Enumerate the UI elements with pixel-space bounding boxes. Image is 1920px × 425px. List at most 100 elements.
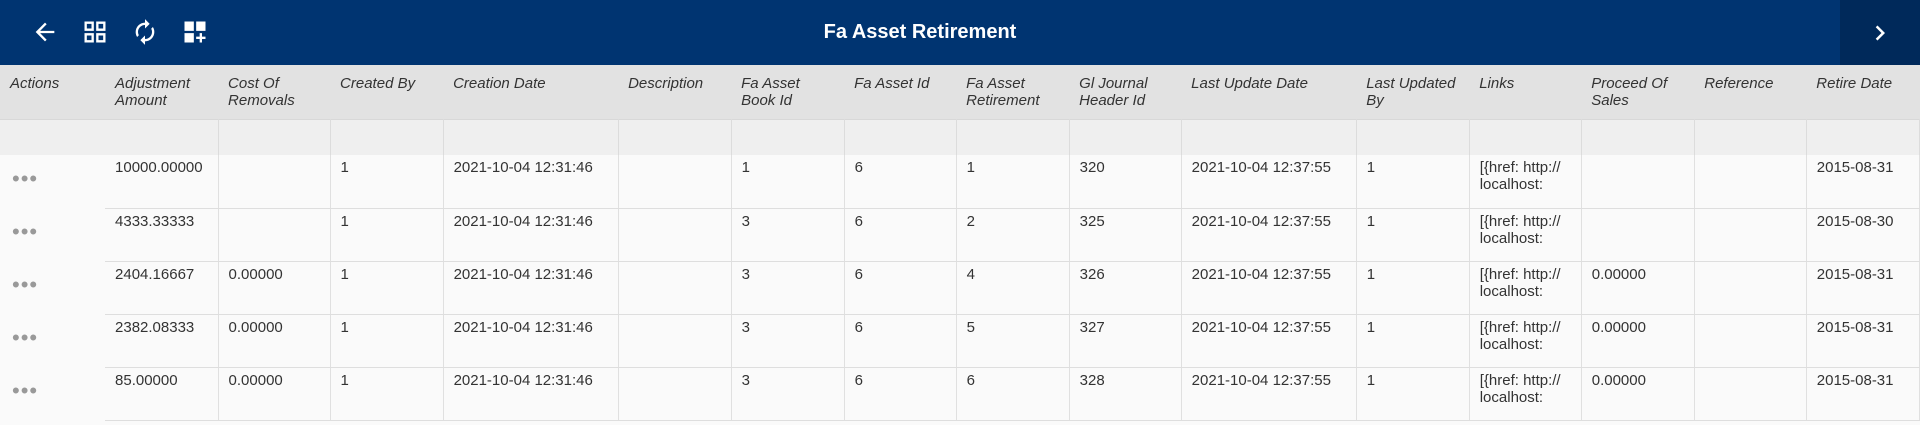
table-cell: 5 — [956, 314, 1070, 368]
column-header[interactable]: Creation Date — [443, 65, 619, 119]
filter-cell[interactable] — [956, 118, 1070, 155]
table-cell: 2015-08-30 — [1806, 208, 1920, 262]
more-actions-icon[interactable]: ••• — [12, 272, 39, 297]
table-cell — [618, 261, 732, 315]
filter-cell[interactable] — [1069, 118, 1182, 155]
table-cell: [{href: http:// localhost: — [1469, 155, 1582, 209]
table-row[interactable]: ••• 4333.33333 1 2021-10-04 12:31:46 3 6 2 325 2… — [0, 208, 1920, 262]
filter-cell[interactable] — [1181, 118, 1357, 155]
table-row[interactable]: ••• 2382.08333 0.00000 1 2021-10-04 12:31:46… — [0, 314, 1920, 368]
column-header[interactable]: Actions — [0, 65, 106, 119]
table-cell: 2015-08-31 — [1806, 155, 1920, 209]
filter-cell[interactable] — [443, 118, 619, 155]
table-cell — [218, 155, 331, 209]
back-button[interactable] — [25, 12, 65, 52]
filter-cell[interactable] — [330, 118, 444, 155]
add-widget-icon — [184, 21, 206, 43]
table-cell: 2021-10-04 12:37:55 — [1181, 367, 1357, 421]
table-cell: 2404.16667 — [105, 261, 219, 315]
table-cell: [{href: http:// localhost: — [1469, 367, 1582, 421]
column-header[interactable]: Fa Asset Id — [844, 65, 957, 119]
table-cell: 3 — [731, 314, 845, 368]
more-actions-icon[interactable]: ••• — [12, 325, 39, 350]
data-grid: Actions Adjustment Amount Cost Of Removals… — [0, 65, 1920, 425]
filter-cell[interactable] — [1581, 118, 1695, 155]
table-cell: 2021-10-04 12:37:55 — [1181, 155, 1357, 209]
column-header[interactable]: Reference — [1694, 65, 1807, 119]
refresh-button[interactable] — [125, 12, 165, 52]
filter-cell[interactable] — [731, 118, 845, 155]
table-cell: 85.00000 — [105, 367, 219, 421]
table-cell: 328 — [1069, 367, 1182, 421]
row-actions-cell: ••• — [0, 367, 106, 420]
filter-cell[interactable] — [1694, 118, 1807, 155]
column-header[interactable]: Created By — [330, 65, 444, 119]
more-actions-icon[interactable]: ••• — [12, 166, 39, 191]
table-cell: 1 — [1356, 314, 1470, 368]
dashboard-button[interactable] — [75, 12, 115, 52]
table-cell: 3 — [731, 208, 845, 262]
table-cell: 1 — [330, 261, 444, 315]
filter-cell[interactable] — [218, 118, 331, 155]
table-cell: 1 — [330, 314, 444, 368]
table-row[interactable]: ••• 2404.16667 0.00000 1 2021-10-04 12:31:46… — [0, 261, 1920, 315]
table-cell: 2021-10-04 12:31:46 — [443, 261, 619, 315]
table-cell — [618, 314, 732, 368]
table-cell — [1694, 208, 1807, 262]
column-header[interactable]: Fa Asset Book Id — [731, 65, 845, 119]
more-actions-icon[interactable]: ••• — [12, 378, 39, 403]
filter-cell[interactable] — [844, 118, 957, 155]
table-cell: 2 — [956, 208, 1070, 262]
table-cell: 327 — [1069, 314, 1182, 368]
table-cell — [218, 208, 331, 262]
table-cell: 2021-10-04 12:31:46 — [443, 208, 619, 262]
table-cell: 1 — [1356, 367, 1470, 421]
table-cell: 3 — [731, 367, 845, 421]
add-widget-button[interactable] — [175, 12, 215, 52]
filter-cell[interactable] — [105, 118, 219, 155]
table-cell: 2021-10-04 12:37:55 — [1181, 261, 1357, 315]
column-header[interactable]: Links — [1469, 65, 1582, 119]
table-cell — [618, 367, 732, 421]
column-header[interactable]: Last Updated By — [1356, 65, 1470, 119]
table-cell: 6 — [844, 367, 957, 421]
column-header[interactable]: Fa Asset Retirement — [956, 65, 1070, 119]
table-cell: 2021-10-04 12:37:55 — [1181, 314, 1357, 368]
table-cell: [{href: http:// localhost: — [1469, 314, 1582, 368]
table-cell: 1 — [1356, 208, 1470, 262]
table-cell: 2021-10-04 12:31:46 — [443, 314, 619, 368]
filter-cell[interactable] — [618, 118, 732, 155]
table-cell: 10000.00000 — [105, 155, 219, 209]
table-cell: 4333.33333 — [105, 208, 219, 262]
more-actions-icon[interactable]: ••• — [12, 219, 39, 244]
table-cell: 0.00000 — [218, 261, 331, 315]
table-cell — [618, 208, 732, 262]
table-cell: 1 — [330, 367, 444, 421]
table-cell: 0.00000 — [1581, 367, 1695, 421]
column-header[interactable]: Cost Of Removals — [218, 65, 331, 119]
filter-cell[interactable] — [1806, 118, 1920, 155]
column-header[interactable]: Proceed Of Sales — [1581, 65, 1695, 119]
table-cell: 1 — [330, 155, 444, 209]
table-row[interactable]: ••• 10000.00000 1 2021-10-04 12:31:46 1 6 1 320… — [0, 155, 1920, 209]
table-cell: 320 — [1069, 155, 1182, 209]
table-cell: [{href: http:// localhost: — [1469, 208, 1582, 262]
table-row[interactable]: ••• 85.00000 0.00000 1 2021-10-04 12:31:46 3 6… — [0, 367, 1920, 421]
column-header[interactable]: Description — [618, 65, 732, 119]
top-app-bar: Fa Asset Retirement — [0, 0, 1920, 65]
next-button[interactable] — [1840, 0, 1920, 65]
column-header[interactable]: Last Update Date — [1181, 65, 1357, 119]
table-cell: 2021-10-04 12:37:55 — [1181, 208, 1357, 262]
column-header[interactable]: Adjustment Amount — [105, 65, 219, 119]
column-header[interactable]: Retire Date — [1806, 65, 1920, 119]
table-cell: 6 — [844, 261, 957, 315]
column-header[interactable]: Gl Journal Header Id — [1069, 65, 1182, 119]
refresh-icon — [135, 19, 155, 45]
asset-retirement-table: Actions Adjustment Amount Cost Of Removals… — [0, 65, 1920, 421]
table-cell: 4 — [956, 261, 1070, 315]
filter-cell[interactable] — [1356, 118, 1470, 155]
table-cell: 3 — [731, 261, 845, 315]
chevron-right-icon — [1875, 25, 1885, 40]
table-cell — [1694, 155, 1807, 209]
filter-cell[interactable] — [1469, 118, 1582, 155]
